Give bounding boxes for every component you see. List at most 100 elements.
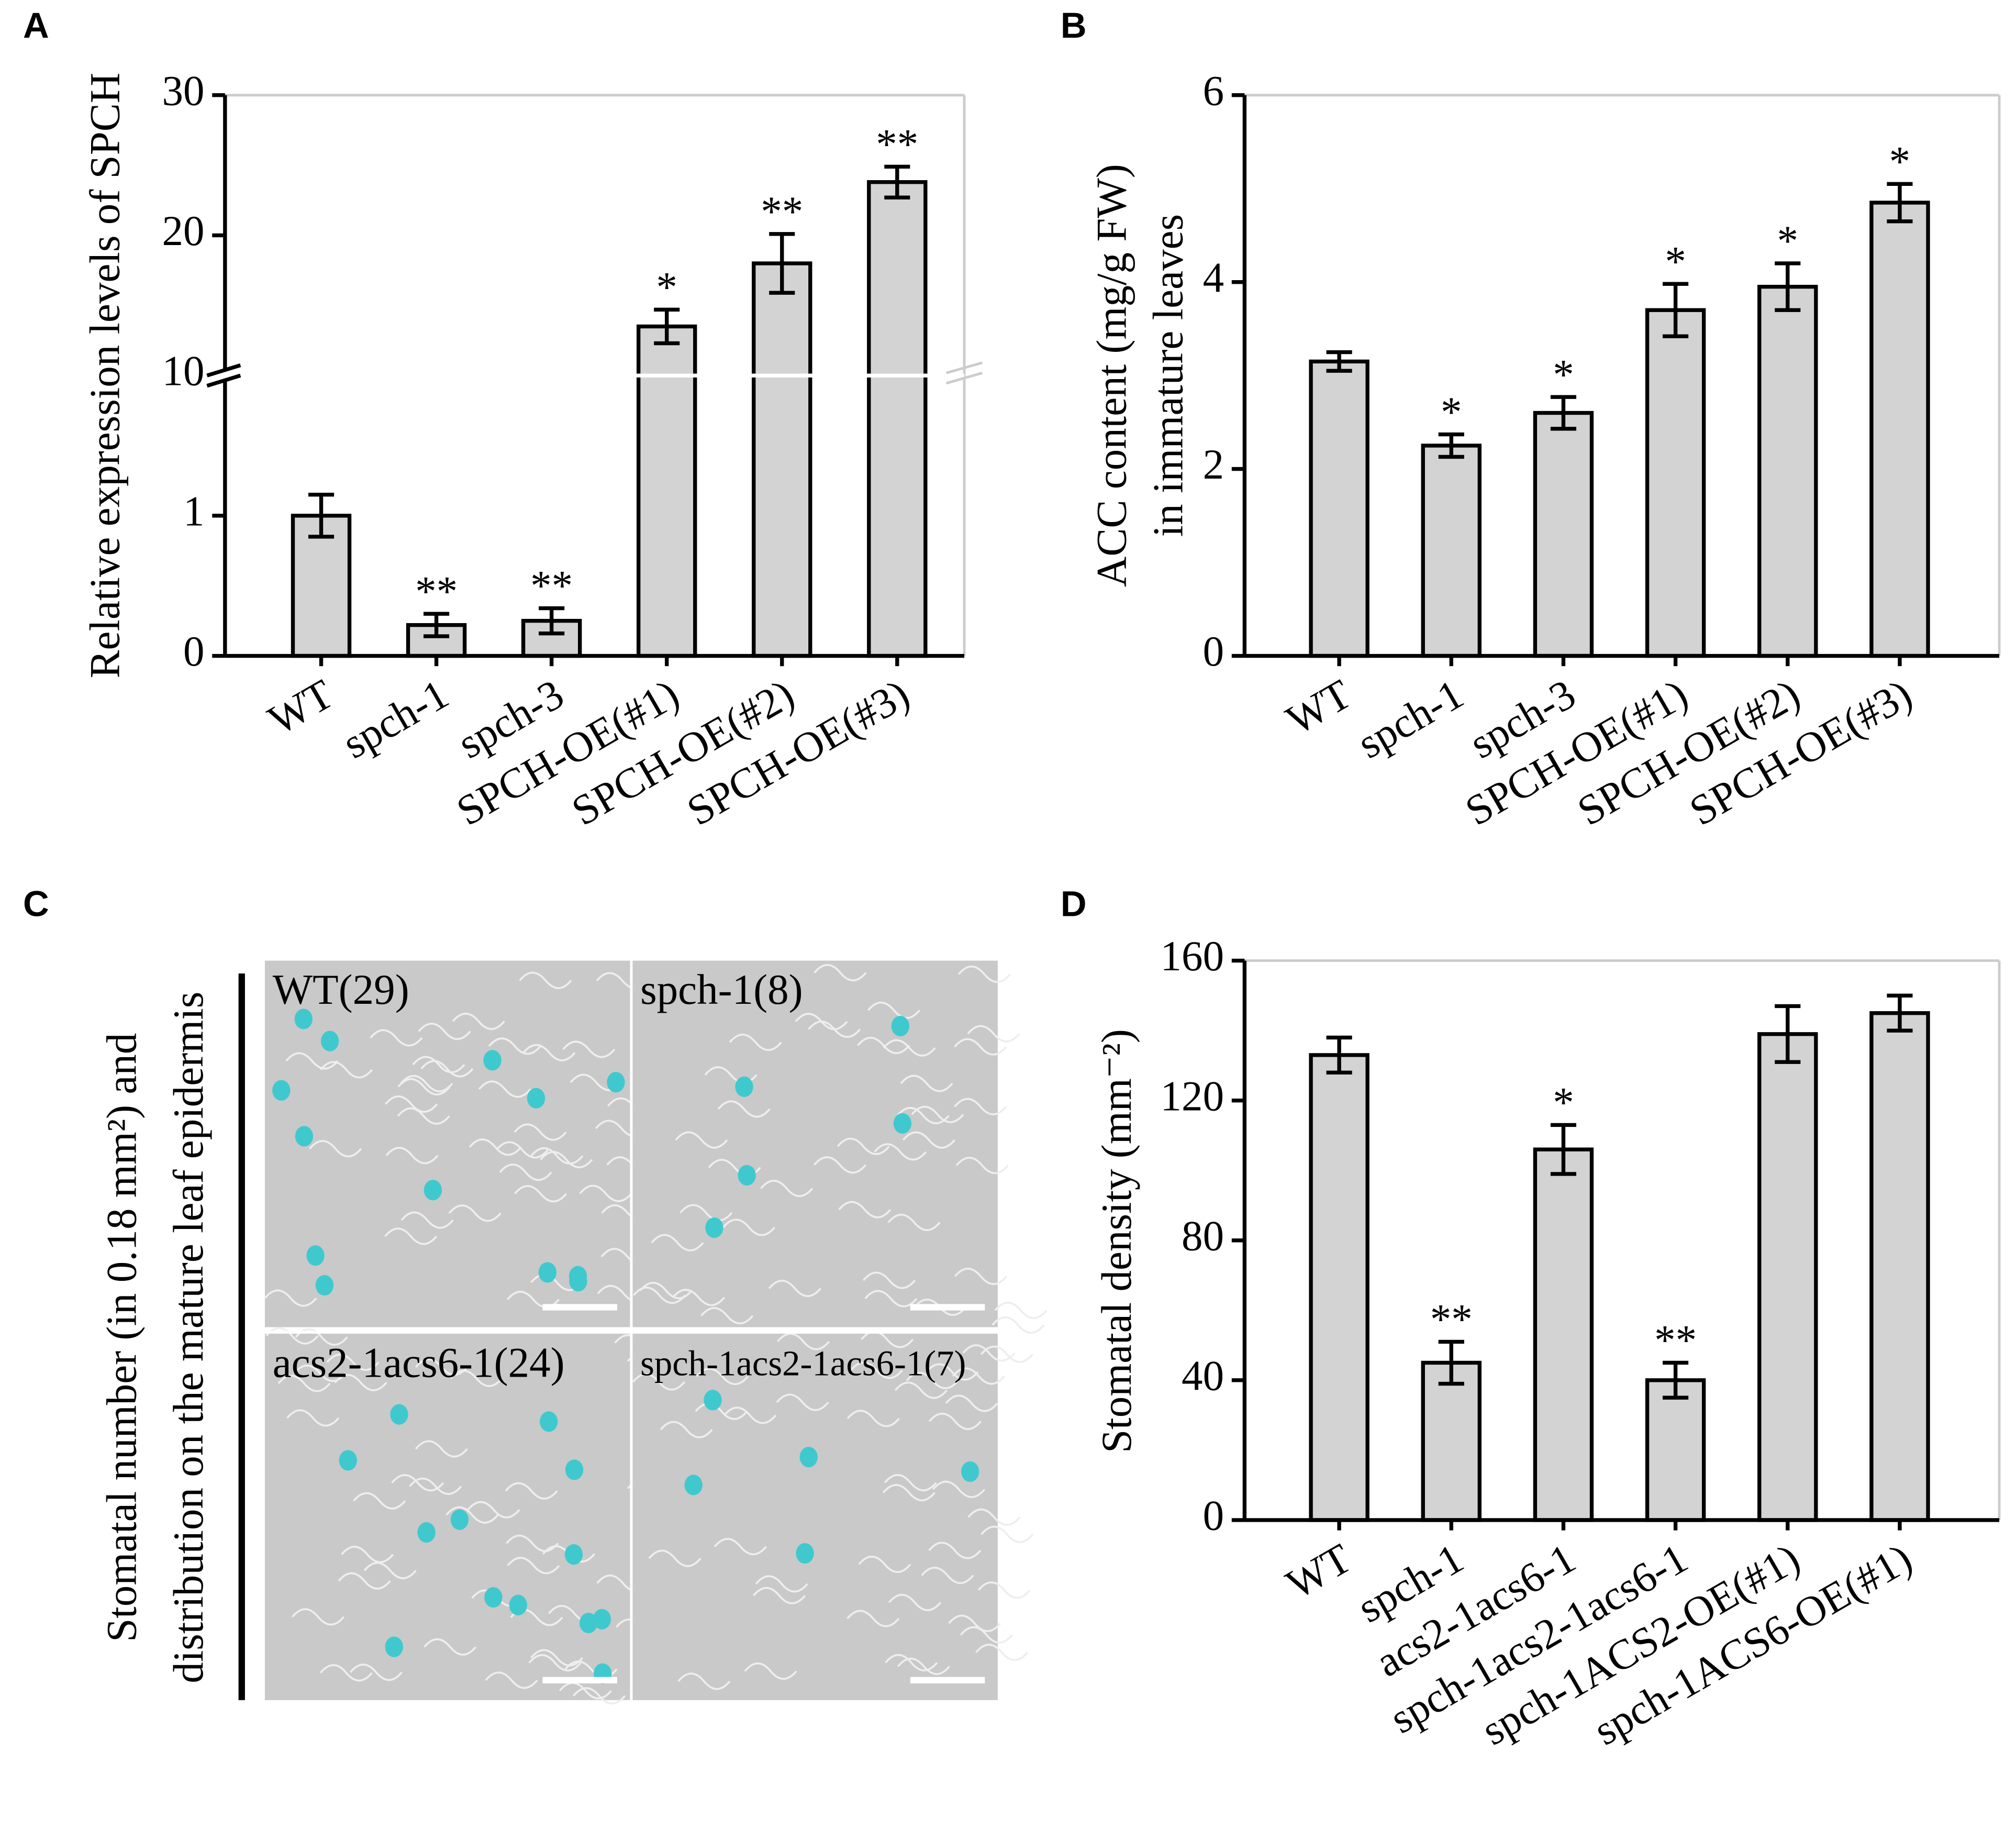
bar (1757, 1032, 1818, 1522)
significance: ** (761, 188, 803, 235)
panel-letter: A (23, 5, 49, 46)
cell-outline (952, 1367, 1005, 1385)
cell-outline (932, 1480, 986, 1498)
cell-outline (960, 1626, 1013, 1644)
significance: * (656, 264, 677, 311)
y-tick-label: 160 (1161, 933, 1224, 980)
cell-outline (409, 1477, 462, 1495)
cell-outline (400, 1211, 454, 1229)
y-tick-label: 120 (1161, 1072, 1224, 1120)
cell-outline (319, 1061, 373, 1079)
cell-outline (955, 1157, 1009, 1175)
cell-outline (530, 1649, 584, 1667)
stoma (579, 1612, 598, 1634)
cell-outline (902, 1131, 955, 1149)
cell-outline (928, 1413, 982, 1430)
axis-break (206, 363, 241, 388)
bar (1309, 1053, 1369, 1522)
error-bar (884, 164, 910, 200)
error-bar (1326, 1035, 1352, 1074)
cell-outline (385, 1095, 438, 1113)
stoma (961, 1461, 979, 1482)
stoma (294, 1009, 313, 1029)
significance: * (1553, 1079, 1574, 1126)
cell-outline (540, 1151, 593, 1168)
cell-outline (285, 1052, 339, 1070)
cell-outline (385, 1147, 439, 1165)
cell-outline (696, 1368, 749, 1385)
stoma (893, 1113, 912, 1134)
stoma (417, 1522, 436, 1543)
cell-outline (906, 1372, 959, 1389)
y-axis-title: Stomatal density (mm⁻²) (1093, 1029, 1140, 1453)
error-bar (539, 606, 565, 636)
cell-outline (717, 1100, 771, 1118)
error-bar (1775, 261, 1801, 312)
error-bar (654, 307, 680, 346)
bar (1421, 1360, 1482, 1522)
cell-outline (857, 1037, 910, 1054)
cell-outline (884, 1474, 937, 1491)
panel-label: spch-1acs2-1acs6-1(7) (640, 1343, 966, 1383)
significance: * (1553, 351, 1574, 398)
cell-outline (850, 1361, 903, 1379)
cell-outline (858, 1556, 911, 1573)
cell-outline (286, 1409, 340, 1427)
y-tick-label: 30 (162, 67, 205, 114)
stoma (450, 1509, 469, 1530)
cell-outline (977, 1581, 1031, 1599)
cell-outline (795, 1013, 848, 1031)
y-axis-title: Stomatal number (in 0.18 mm²) and (98, 1033, 145, 1642)
stoma (738, 1165, 756, 1186)
cell-outline (505, 1482, 558, 1500)
significance: ** (876, 120, 918, 168)
stoma (796, 1543, 814, 1564)
error-bar (769, 232, 795, 295)
bar (752, 261, 812, 658)
y-tick-label: 0 (1203, 1492, 1224, 1539)
cell-outline (277, 1375, 331, 1392)
bar (1645, 308, 1706, 658)
micrograph (632, 960, 998, 1327)
bar (1757, 284, 1818, 658)
bar (1533, 411, 1594, 658)
cell-outline (507, 1557, 560, 1575)
stoma (735, 1076, 753, 1098)
error-bar (1663, 1360, 1689, 1400)
cell-outline (885, 1654, 938, 1671)
significance: * (1665, 238, 1686, 285)
stoma (684, 1475, 703, 1495)
cell-outline (695, 1402, 748, 1420)
cell-outline (926, 1363, 979, 1381)
micrograph (632, 1333, 998, 1700)
cell-outline (499, 1164, 552, 1181)
cell-outline (675, 1131, 728, 1149)
y-axis-title: ACC content (mg/g FW) (1088, 164, 1135, 587)
stoma (593, 1609, 611, 1630)
cell-outline (994, 1302, 1048, 1319)
cell-outline (814, 964, 867, 981)
cell-outline (265, 1327, 319, 1345)
stoma (527, 1088, 545, 1109)
cell-outline (469, 1138, 522, 1156)
bar (1869, 1011, 1930, 1522)
cell-outline (921, 1567, 974, 1584)
cell-outline (415, 1358, 469, 1376)
cell-outline (864, 1290, 918, 1308)
scale-bar (910, 1677, 985, 1683)
cell-outline (768, 1280, 821, 1297)
y-tick-label: 80 (1182, 1212, 1224, 1259)
error-bar (1326, 350, 1352, 373)
panel-label: spch-1(8) (640, 966, 803, 1013)
stoma (339, 1450, 357, 1471)
cell-outline (341, 1546, 394, 1564)
stoma (538, 1262, 556, 1283)
significance: * (1441, 389, 1462, 436)
cell-outline (888, 1593, 941, 1611)
cell-outline (363, 1561, 417, 1579)
cell-outline (467, 1501, 520, 1519)
cell-outline (514, 1185, 567, 1203)
micrograph (264, 960, 630, 1327)
cell-outline (945, 1394, 998, 1412)
